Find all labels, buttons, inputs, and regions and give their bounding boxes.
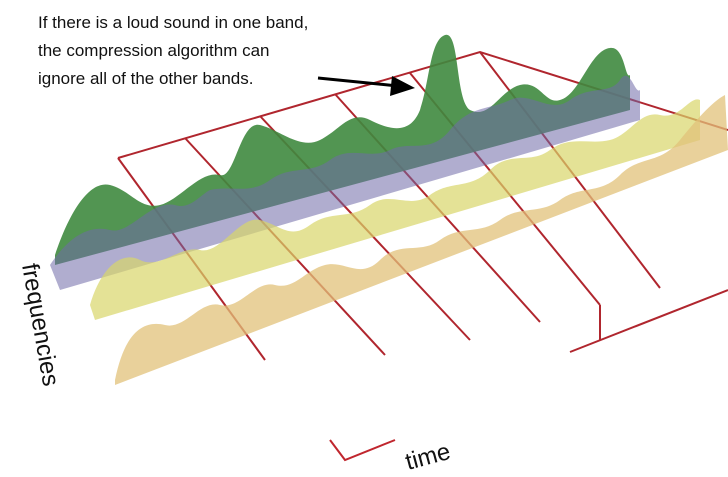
time-label: time <box>403 438 454 476</box>
annotation-line: If there is a loud sound in one band, <box>38 13 308 32</box>
diagram: If there is a loud sound in one band, th… <box>0 0 728 477</box>
annotation-line: the compression algorithm can <box>38 41 270 60</box>
annotation-line: ignore all of the other bands. <box>38 69 253 88</box>
grid-front-edge <box>570 290 728 352</box>
arrow-head <box>390 76 415 96</box>
time-indicator <box>330 440 395 460</box>
